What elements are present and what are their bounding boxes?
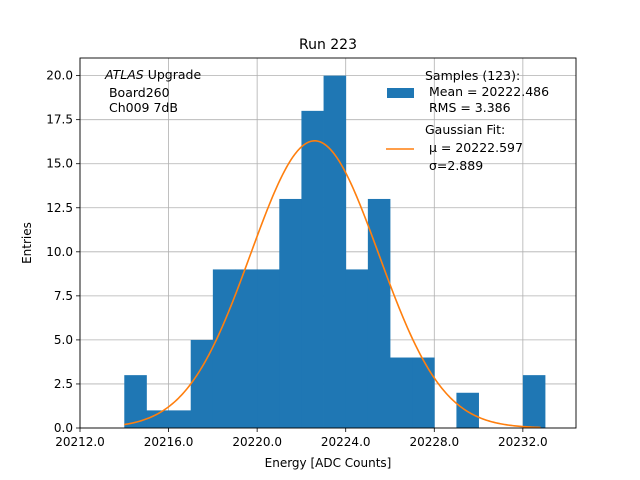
y-tick-label: 17.5 <box>46 113 73 127</box>
x-tick-label: 20224.0 <box>321 435 371 449</box>
histogram-bar <box>168 410 192 428</box>
legend-hist-line-1: Samples (123): <box>425 68 520 83</box>
histogram-bar <box>456 392 479 428</box>
y-axis-ticks: 0.0 2.5 5.0 7.5 10.0 12.5 15.0 17.5 20.0 <box>46 69 80 435</box>
x-tick-label: 20220.0 <box>232 435 282 449</box>
histogram-bar <box>212 269 236 428</box>
chart-title: Run 223 <box>299 37 357 53</box>
x-tick-label: 20228.0 <box>409 435 459 449</box>
y-tick-label: 2.5 <box>54 377 73 391</box>
x-tick-label: 20216.0 <box>144 435 194 449</box>
annotation-line-1: ATLAS Upgrade <box>104 67 201 82</box>
histogram-bar <box>367 198 391 428</box>
y-tick-label: 10.0 <box>46 245 73 259</box>
histogram-bar <box>301 110 324 428</box>
legend-fit-line-2: μ = 20222.597 <box>425 140 523 155</box>
y-tick-label: 5.0 <box>54 333 73 347</box>
histogram-bar <box>279 198 302 428</box>
histogram-bar <box>323 75 347 428</box>
histogram-bar <box>257 269 280 428</box>
histogram-bar <box>522 375 546 428</box>
histogram-bar <box>124 375 147 428</box>
x-axis-ticks: 20212.0 20216.0 20220.0 20224.0 20228.0 20232… <box>55 428 548 449</box>
x-axis-label: Energy [ADC Counts] <box>265 456 392 470</box>
plot-frame <box>79 57 577 429</box>
legend-fit-line-3: σ=2.889 <box>425 158 483 173</box>
y-tick-label: 0.0 <box>54 421 73 435</box>
legend-hist-line-2: Mean = 20222.486 <box>425 84 549 99</box>
histogram-bar <box>190 339 214 428</box>
y-tick-label: 7.5 <box>54 289 73 303</box>
histogram-bars <box>124 75 546 428</box>
y-tick-label: 15.0 <box>46 157 73 171</box>
x-tick-label: 20232.0 <box>498 435 548 449</box>
gaussian-fit-curve <box>124 140 541 429</box>
annotation-line-2: Board260 <box>105 85 170 100</box>
x-tick-label: 20212.0 <box>55 435 105 449</box>
histogram-bar <box>235 269 258 428</box>
annotation-line-3: Ch009 7dB <box>105 100 178 115</box>
histogram-bar <box>390 357 413 428</box>
histogram-bar <box>412 357 435 428</box>
histogram-bar <box>345 269 369 428</box>
y-tick-label: 20.0 <box>46 69 73 83</box>
y-tick-label: 12.5 <box>46 201 73 215</box>
legend-fit-line-1: Gaussian Fit: <box>425 122 505 137</box>
legend-hist-line-3: RMS = 3.386 <box>425 100 511 115</box>
y-axis-label: Entries <box>20 222 34 264</box>
histogram-bar <box>146 410 169 428</box>
annotation-upgrade: Upgrade <box>144 67 202 82</box>
legend-histogram-patch <box>387 88 414 98</box>
annotation-atlas: ATLAS <box>104 67 144 82</box>
